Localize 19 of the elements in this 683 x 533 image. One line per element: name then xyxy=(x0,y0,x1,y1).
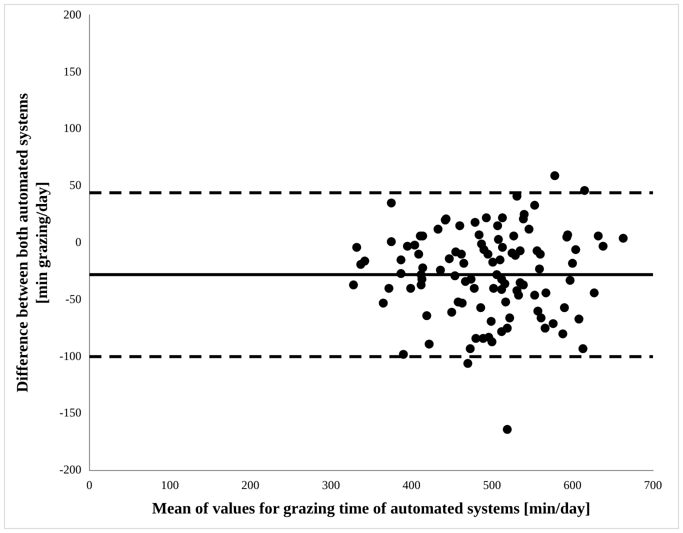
y-tick-label: 150 xyxy=(63,64,82,78)
x-tick-label: 500 xyxy=(482,478,501,492)
y-axis-title: Difference between both automated systems [min grazing/day] xyxy=(14,93,51,392)
y-tick-label: -100 xyxy=(59,348,82,363)
x-tick-label: 400 xyxy=(402,478,420,492)
y-tick-label: -200 xyxy=(59,462,82,477)
y-tick-label: 100 xyxy=(63,121,82,136)
x-tick-label: 200 xyxy=(241,478,260,492)
y-tick-label: -150 xyxy=(59,406,82,420)
x-tick-label: 600 xyxy=(563,478,582,492)
x-tick-label: 0 xyxy=(86,478,92,492)
y-tick-label: 0 xyxy=(75,234,82,249)
x-tick-label: 700 xyxy=(644,478,662,492)
y-tick-label: -50 xyxy=(65,292,82,306)
x-axis-title: Mean of values for grazing time of automated systems [min/day] xyxy=(152,500,590,518)
x-tick-label: 100 xyxy=(160,478,179,492)
y-tick-label: 200 xyxy=(63,7,82,22)
y-tick-label: 50 xyxy=(69,178,82,192)
x-tick-label: 300 xyxy=(322,478,340,492)
